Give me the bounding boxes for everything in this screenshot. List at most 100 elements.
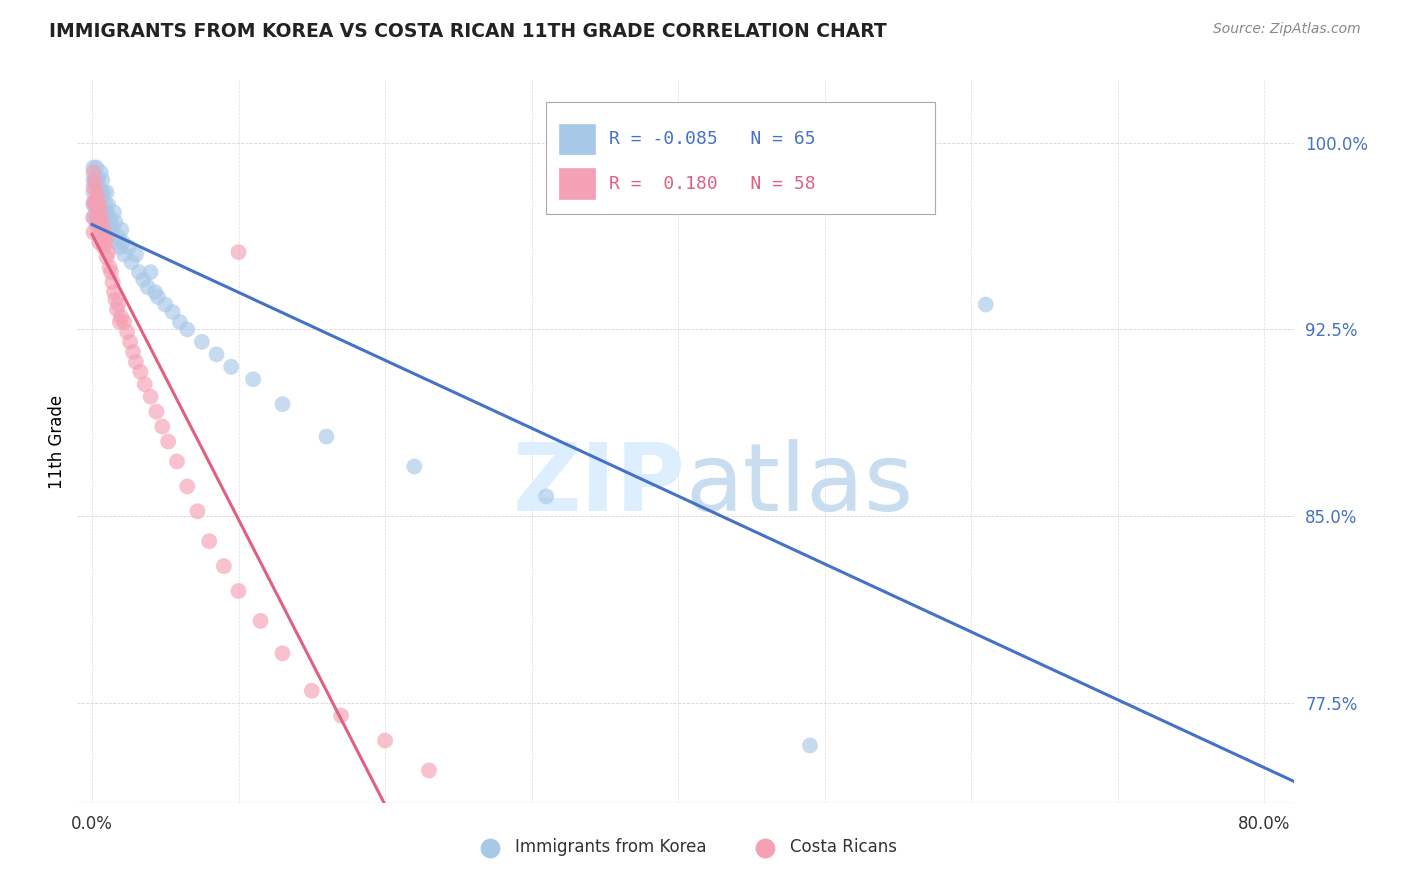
Point (374, 733, 396, 747)
Point (974, 297, 997, 311)
Point (107, 230, 129, 244)
Point (271, 646, 294, 660)
Point (82, 161, 104, 175)
Point (103, 285, 125, 299)
Point (191, 334, 214, 349)
Text: R = -0.085   N = 65: R = -0.085 N = 65 (609, 130, 815, 148)
Point (94, 198, 117, 212)
Point (105, 302, 128, 317)
Point (82, 186, 104, 200)
Point (87, 173, 110, 187)
Point (86, 211, 108, 225)
Point (94, 235, 117, 250)
Point (139, 265, 162, 279)
Point (90, 225, 112, 239)
Point (93, 205, 115, 219)
Text: Source: ZipAtlas.com: Source: ZipAtlas.com (1213, 22, 1361, 37)
FancyBboxPatch shape (560, 124, 595, 154)
Point (108, 315, 131, 329)
Point (228, 245, 250, 260)
Point (96, 205, 118, 219)
Point (132, 272, 155, 286)
Point (82, 211, 104, 225)
Text: IMMIGRANTS FROM KOREA VS COSTA RICAN 11TH GRADE CORRELATION CHART: IMMIGRANTS FROM KOREA VS COSTA RICAN 11T… (49, 22, 887, 41)
Point (162, 305, 184, 319)
Point (134, 377, 156, 392)
Point (87, 190, 110, 204)
Point (110, 310, 132, 324)
FancyBboxPatch shape (560, 169, 595, 199)
Point (89, 180, 111, 194)
Point (97, 245, 120, 260)
Point (219, 359, 242, 374)
Point (96, 230, 118, 244)
Point (110, 223, 132, 237)
Point (205, 347, 228, 361)
Point (87, 205, 110, 219)
Point (404, 459, 426, 474)
Point (108, 240, 131, 254)
Point (90, 205, 112, 219)
Point (89, 215, 111, 229)
Point (90, 165, 112, 179)
Point (534, 489, 557, 503)
Point (98, 211, 121, 225)
Point (91, 190, 114, 204)
Point (94, 215, 117, 229)
Point (155, 297, 177, 311)
Point (125, 248, 148, 262)
Point (242, 372, 264, 386)
Point (107, 297, 129, 311)
Point (121, 255, 143, 269)
Point (97, 198, 120, 212)
Point (157, 434, 180, 449)
Point (125, 355, 148, 369)
Point (186, 504, 208, 518)
Text: ZIP: ZIP (513, 439, 686, 531)
Point (89, 235, 111, 250)
Point (84, 176, 107, 190)
Point (98, 260, 121, 274)
Point (105, 235, 128, 250)
Point (145, 404, 167, 418)
Point (82, 198, 104, 212)
Point (96, 250, 118, 264)
Point (115, 325, 138, 339)
Point (82, 180, 104, 194)
Point (100, 265, 122, 279)
Point (87, 190, 110, 204)
Point (117, 240, 139, 254)
Point (97, 223, 120, 237)
Point (143, 285, 166, 299)
Point (82, 225, 104, 239)
Point (86, 198, 108, 212)
Point (87, 215, 110, 229)
Point (86, 200, 108, 214)
Point (91, 173, 114, 187)
Point (91, 211, 114, 225)
Point (112, 315, 135, 329)
Legend: Immigrants from Korea, Costa Ricans: Immigrants from Korea, Costa Ricans (467, 831, 904, 863)
Point (139, 390, 162, 404)
Point (89, 198, 111, 212)
Point (82, 195, 104, 210)
Point (129, 365, 152, 379)
Point (101, 223, 124, 237)
Point (112, 248, 135, 262)
Point (104, 215, 127, 229)
Point (150, 419, 173, 434)
Point (301, 683, 323, 698)
Text: atlas: atlas (686, 439, 914, 531)
Point (100, 215, 122, 229)
Point (89, 198, 111, 212)
Point (91, 215, 114, 229)
Point (128, 265, 150, 279)
Point (93, 240, 115, 254)
Point (111, 235, 134, 250)
Point (249, 614, 271, 628)
Point (84, 198, 107, 212)
Point (93, 223, 115, 237)
Point (120, 334, 142, 349)
Point (86, 218, 108, 232)
Point (82, 165, 104, 179)
